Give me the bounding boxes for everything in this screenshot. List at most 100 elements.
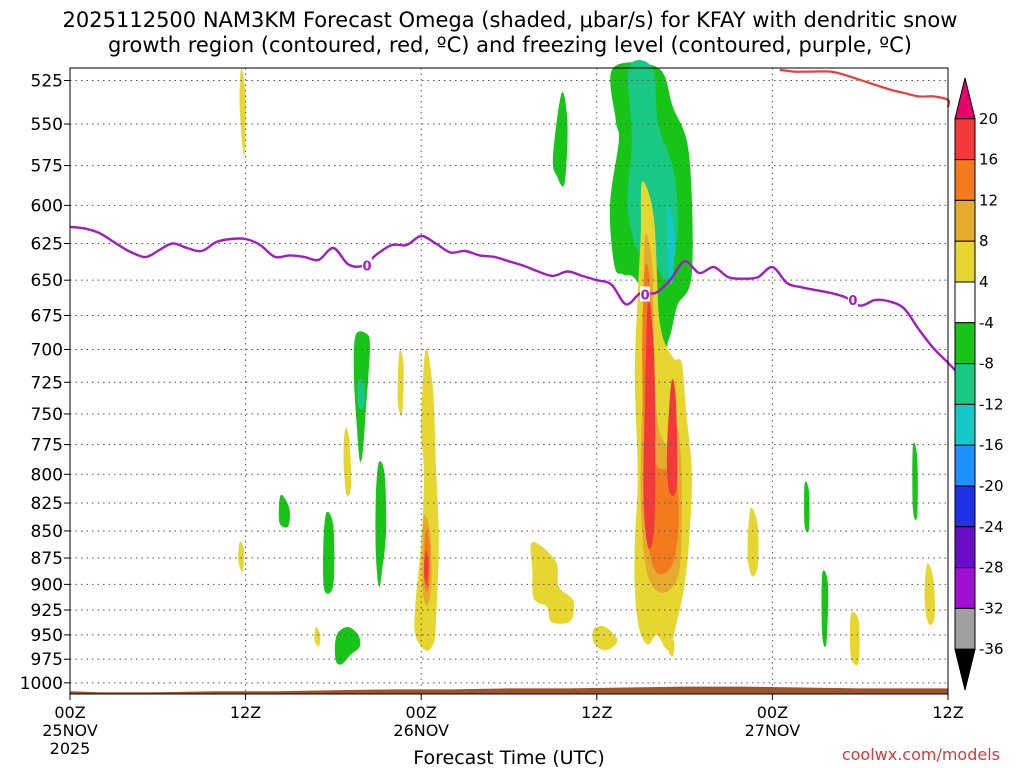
colorbar-label-1: 16 <box>979 151 998 169</box>
y-tick-label-975: 975 <box>31 650 63 670</box>
omega-region-2 <box>278 494 291 528</box>
omega-region-20 <box>666 204 675 285</box>
plot-area: 0 0 0 <box>69 59 964 695</box>
omega-region-25 <box>666 379 678 497</box>
colorbar-swatch-12 <box>954 567 976 609</box>
omega-region-10 <box>397 350 404 416</box>
x-tick-label-48: 00Z <box>757 703 788 722</box>
omega-region-8 <box>357 378 365 410</box>
colorbar-swatch-11 <box>954 526 976 569</box>
omega-region-5 <box>334 626 361 665</box>
freezing-label-bg-1 <box>640 286 651 302</box>
contour-lines: 0 0 0 <box>69 68 964 380</box>
y-tick-label-900: 900 <box>31 575 63 595</box>
plot-frame <box>69 67 949 695</box>
omega-region-26 <box>668 636 675 657</box>
colorbar-label-0: 20 <box>979 110 998 128</box>
omega-region-17 <box>592 626 618 651</box>
terrain-layer <box>70 686 948 694</box>
omega-region-29 <box>821 570 829 648</box>
x-tick-year-0: 2025 <box>50 739 91 758</box>
y-tick-label-825: 825 <box>31 494 63 514</box>
y-tick-label-550: 550 <box>31 115 63 135</box>
credit-text: coolwx.com/models <box>842 745 1000 764</box>
colorbar-swatch-7 <box>954 363 976 405</box>
omega-region-15 <box>530 541 575 624</box>
terrain-fill <box>70 686 948 694</box>
x-tick-label-0: 00Z <box>54 703 85 722</box>
y-tick-label-750: 750 <box>31 405 63 425</box>
colorbar-label-6: -8 <box>979 355 994 373</box>
y-tick-label-700: 700 <box>31 340 63 360</box>
omega-region-32 <box>924 563 935 625</box>
y-tick-label-575: 575 <box>31 157 63 177</box>
colorbar-swatch-9 <box>954 444 976 487</box>
x-tick-label-36: 12Z <box>581 703 612 722</box>
omega-region-3 <box>323 511 335 594</box>
colorbar-swatch-4 <box>954 240 976 283</box>
colorbar-swatch-6 <box>954 322 976 365</box>
omega-region-0 <box>239 67 246 158</box>
omega-region-1 <box>238 541 245 573</box>
plot-background <box>70 68 948 694</box>
y-tick-label-600: 600 <box>31 196 63 216</box>
x-tick-date-0: 25NOV <box>42 721 98 740</box>
colorbar-swatch-14 <box>954 648 976 691</box>
x-tick-date-24: 26NOV <box>393 721 449 740</box>
y-tick-label-800: 800 <box>31 465 63 485</box>
y-tick-label-525: 525 <box>31 72 63 92</box>
colorbar-label-4: 4 <box>979 273 989 291</box>
colorbar-swatch-13 <box>954 607 976 650</box>
colorbar: 20 16 12 8 4 -4 -8 -12 -16 -20 -24 -28 -32 -36 <box>954 77 1004 691</box>
omega-region-31 <box>912 442 918 521</box>
omega-region-24 <box>643 299 656 550</box>
freezing-label-bg-0 <box>362 257 373 273</box>
colorbar-label-13: -36 <box>979 640 1004 658</box>
colorbar-swatch-2 <box>954 159 976 201</box>
freezing-level-contour <box>69 225 964 380</box>
omega-region-30 <box>850 612 860 666</box>
y-tick-label-650: 650 <box>31 271 63 291</box>
freezing-level-label-2: 0 <box>848 294 857 309</box>
colorbar-swatch-10 <box>954 485 976 528</box>
omega-region-4 <box>314 626 321 647</box>
omega-shading <box>238 59 935 666</box>
colorbar-swatch-8 <box>954 403 976 446</box>
y-tick-label-775: 775 <box>31 436 63 456</box>
y-tick-label-625: 625 <box>31 235 63 255</box>
omega-region-9 <box>375 461 387 588</box>
colorbar-label-10: -24 <box>979 518 1004 536</box>
x-tick-label-60: 12Z <box>932 703 963 722</box>
freezing-level-label-0: 0 <box>363 260 372 275</box>
freezing-level-label-1: 0 <box>641 288 650 303</box>
x-tick-date-48: 27NOV <box>745 721 801 740</box>
y-tick-label-850: 850 <box>31 522 63 542</box>
chart-title-line1: 2025112500 NAM3KM Forecast Omega (shaded… <box>63 8 958 32</box>
colorbar-label-2: 12 <box>979 191 998 209</box>
omega-region-14 <box>424 550 429 585</box>
freezing-label-bg-2 <box>847 292 858 308</box>
colorbar-swatch-0 <box>954 77 976 120</box>
grid-lines <box>70 68 948 694</box>
omega-region-11 <box>414 348 439 651</box>
colorbar-label-8: -16 <box>979 436 1004 454</box>
y-tick-label-950: 950 <box>31 626 63 646</box>
y-tick-label-725: 725 <box>31 373 63 393</box>
x-axis-label: Forecast Time (UTC) <box>413 747 604 768</box>
colorbar-swatch-3 <box>954 199 976 242</box>
y-tick-label-1000: 1000 <box>20 674 63 694</box>
colorbar-swatch-1 <box>954 118 976 161</box>
colorbar-label-5: -4 <box>979 314 994 332</box>
x-tick-label-24: 00Z <box>406 703 437 722</box>
colorbar-swatch-5 <box>954 281 976 324</box>
x-tick-label-12: 12Z <box>230 703 261 722</box>
y-axis: 525 550 575 600 625 650 675 700 725 750 775 800 825 8… <box>20 72 70 694</box>
dgz-red-contour <box>779 68 951 108</box>
colorbar-label-7: -12 <box>979 395 1004 413</box>
colorbar-label-9: -20 <box>979 477 1004 495</box>
omega-region-16 <box>552 92 568 187</box>
omega-region-28 <box>804 481 810 533</box>
chart-title-line2: growth region (contoured, red, ºC) and f… <box>108 33 912 57</box>
omega-region-27 <box>747 507 759 577</box>
